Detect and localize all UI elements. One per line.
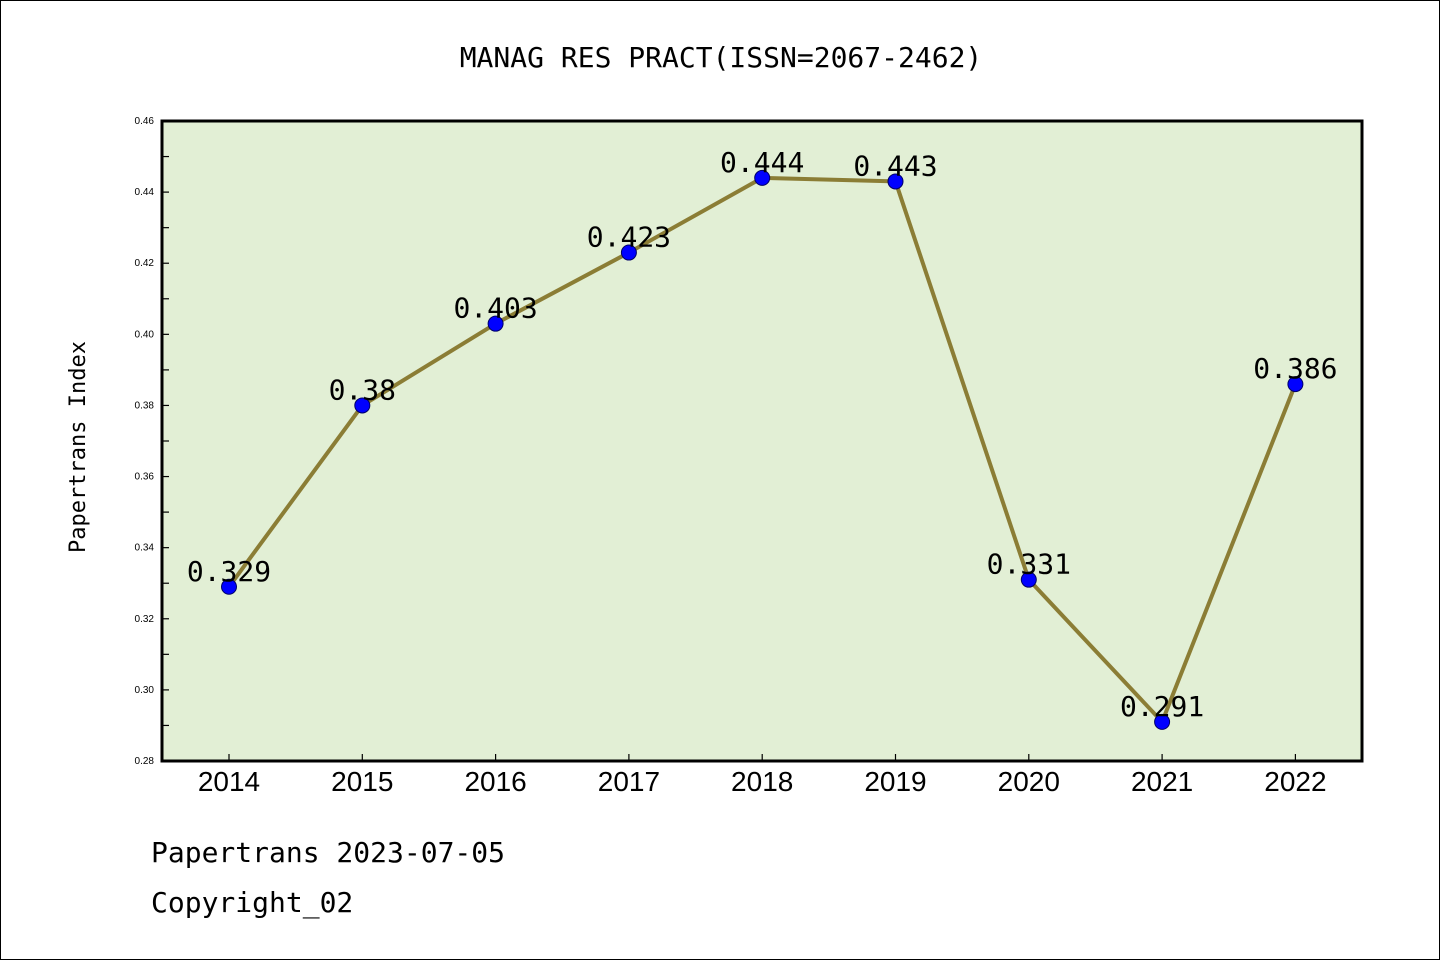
data-point: [487, 315, 504, 332]
data-point: [354, 397, 371, 414]
x-tick-label: 2020: [998, 766, 1060, 797]
x-tick-label: 2018: [731, 766, 793, 797]
x-tick-label: 2019: [864, 766, 926, 797]
x-tick-label: 2021: [1131, 766, 1193, 797]
data-label: 0.423: [587, 221, 671, 254]
data-point: [754, 169, 771, 186]
y-tick-label: 0.30: [135, 685, 155, 696]
series-layer: 0.329 0.38 0.403 0.423 0.444 0.443 0.331 0.291 0…: [187, 146, 1338, 730]
data-label: 0.444: [720, 146, 804, 179]
data-label: 0.386: [1253, 352, 1337, 385]
footer-source: Papertrans 2023-07-05: [151, 836, 506, 869]
y-tick-label: 0.44: [135, 187, 155, 198]
data-label: 0.331: [987, 548, 1071, 581]
data-point: [1020, 571, 1037, 588]
data-label: 0.38: [329, 373, 396, 406]
y-tick-label: 0.28: [135, 756, 155, 767]
y-tick-label: 0.38: [135, 400, 155, 411]
data-point: [1287, 376, 1304, 393]
data-point: [620, 244, 637, 261]
data-point: [221, 578, 237, 595]
y-tick-label: 0.40: [135, 329, 155, 340]
data-label: 0.403: [453, 292, 537, 325]
plot-area: [160, 119, 1364, 763]
axis-ticks: 0.28 0.30 0.32 0.34 0.36 0.38 0.40 0.42 0.44 0.46…: [135, 116, 1327, 797]
chart-title: MANAG RES PRACT(ISSN=2067-2462): [460, 41, 983, 74]
x-tick-label: 2014: [198, 766, 260, 797]
data-point: [1154, 713, 1171, 730]
x-tick-label: 2022: [1264, 766, 1326, 797]
data-label: 0.291: [1120, 690, 1204, 723]
data-label: 0.329: [187, 555, 271, 588]
y-tick-label: 0.36: [135, 472, 155, 483]
y-tick-label: 0.42: [135, 258, 155, 269]
data-point: [887, 173, 904, 190]
y-tick-label: 0.34: [135, 543, 155, 554]
y-tick-label: 0.32: [135, 614, 155, 625]
data-label: 0.443: [853, 149, 937, 182]
y-axis-label: Papertrans Index: [66, 341, 91, 553]
x-tick-label: 2016: [464, 766, 526, 797]
x-tick-label: 2015: [331, 766, 393, 797]
footer-copyright: Copyright_02: [151, 886, 354, 919]
y-tick-label: 0.46: [135, 116, 155, 127]
x-tick-label: 2017: [598, 766, 660, 797]
